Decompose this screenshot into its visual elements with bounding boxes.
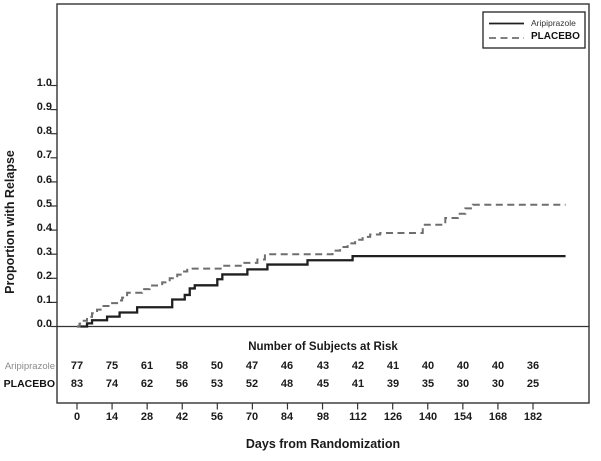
x-tick-label: 0 bbox=[73, 411, 81, 423]
x-tick-label: 28 bbox=[140, 411, 154, 423]
at-risk-value: 25 bbox=[526, 378, 540, 390]
y-tick-label: 0.2 bbox=[36, 270, 52, 282]
x-tick-label: 84 bbox=[280, 411, 294, 423]
x-tick-label: 154 bbox=[453, 411, 473, 423]
x-tick-label: 98 bbox=[316, 411, 330, 423]
at-risk-value: 53 bbox=[210, 378, 224, 390]
at-risk-value: 50 bbox=[210, 360, 224, 372]
at-risk-value: 45 bbox=[316, 378, 330, 390]
at-risk-value: 41 bbox=[386, 360, 400, 372]
x-tick-label: 70 bbox=[245, 411, 259, 423]
y-tick-label: 0.0 bbox=[36, 318, 52, 330]
y-tick-label: 0.6 bbox=[36, 174, 52, 186]
legend-box bbox=[482, 11, 586, 49]
x-tick-label: 112 bbox=[349, 411, 367, 423]
at-risk-value: 61 bbox=[140, 360, 154, 372]
at-risk-value: 40 bbox=[456, 360, 470, 372]
at-risk-value: 56 bbox=[175, 378, 189, 390]
y-tick-label: 0.5 bbox=[36, 198, 52, 210]
at-risk-value: 77 bbox=[70, 360, 84, 372]
y-axis-ticks bbox=[50, 84, 57, 328]
at-risk-value: 47 bbox=[245, 360, 259, 372]
legend-label-placebo: PLACEBO bbox=[531, 31, 580, 42]
at-risk-value: 30 bbox=[491, 378, 505, 390]
at-risk-row-label-placebo: PLACEBO bbox=[3, 378, 55, 390]
x-tick-label: 140 bbox=[418, 411, 438, 423]
y-tick-label: 0.8 bbox=[36, 125, 52, 137]
x-tick-label: 182 bbox=[523, 411, 543, 423]
at-risk-value: 40 bbox=[491, 360, 505, 372]
at-risk-value: 39 bbox=[386, 378, 400, 390]
y-tick-label: 0.3 bbox=[36, 246, 52, 258]
at-risk-value: 41 bbox=[351, 378, 365, 390]
at-risk-value: 83 bbox=[70, 378, 84, 390]
y-tick-label: 1.0 bbox=[36, 77, 52, 89]
x-axis-title: Days from Randomization bbox=[245, 437, 401, 451]
at-risk-value: 30 bbox=[456, 378, 470, 390]
at-risk-row-label-aripiprazole: Aripiprazole bbox=[4, 361, 55, 372]
y-tick-label: 0.7 bbox=[36, 149, 52, 161]
at-risk-value: 35 bbox=[421, 378, 435, 390]
x-tick-label: 56 bbox=[210, 411, 224, 423]
x-tick-label: 14 bbox=[105, 411, 119, 423]
placebo-curve bbox=[77, 203, 566, 328]
at-risk-value: 36 bbox=[526, 360, 540, 372]
x-tick-label: 168 bbox=[488, 411, 508, 423]
at-risk-value: 43 bbox=[316, 360, 330, 372]
at-risk-value: 42 bbox=[351, 360, 365, 372]
y-axis-title: Proportion with Relapse bbox=[3, 150, 17, 294]
y-tick-label: 0.4 bbox=[36, 222, 52, 234]
at-risk-value: 62 bbox=[140, 378, 154, 390]
at-risk-value: 58 bbox=[175, 360, 189, 372]
y-tick-label: 0.9 bbox=[36, 101, 52, 113]
at-risk-value: 48 bbox=[280, 378, 294, 390]
x-tick-label: 42 bbox=[175, 411, 189, 423]
x-axis-ticks bbox=[76, 403, 534, 410]
aripiprazole-curve bbox=[77, 254, 566, 328]
at-risk-value: 46 bbox=[280, 360, 294, 372]
at-risk-value: 75 bbox=[105, 360, 119, 372]
at-risk-value: 52 bbox=[245, 378, 259, 390]
at-risk-table-title: Number of Subjects at Risk bbox=[248, 341, 398, 353]
y-tick-label: 0.1 bbox=[36, 294, 52, 306]
x-tick-label: 126 bbox=[383, 411, 403, 423]
at-risk-value: 40 bbox=[421, 360, 435, 372]
at-risk-value: 74 bbox=[105, 378, 119, 390]
legend-label-aripiprazole: Aripiprazole bbox=[531, 18, 576, 28]
